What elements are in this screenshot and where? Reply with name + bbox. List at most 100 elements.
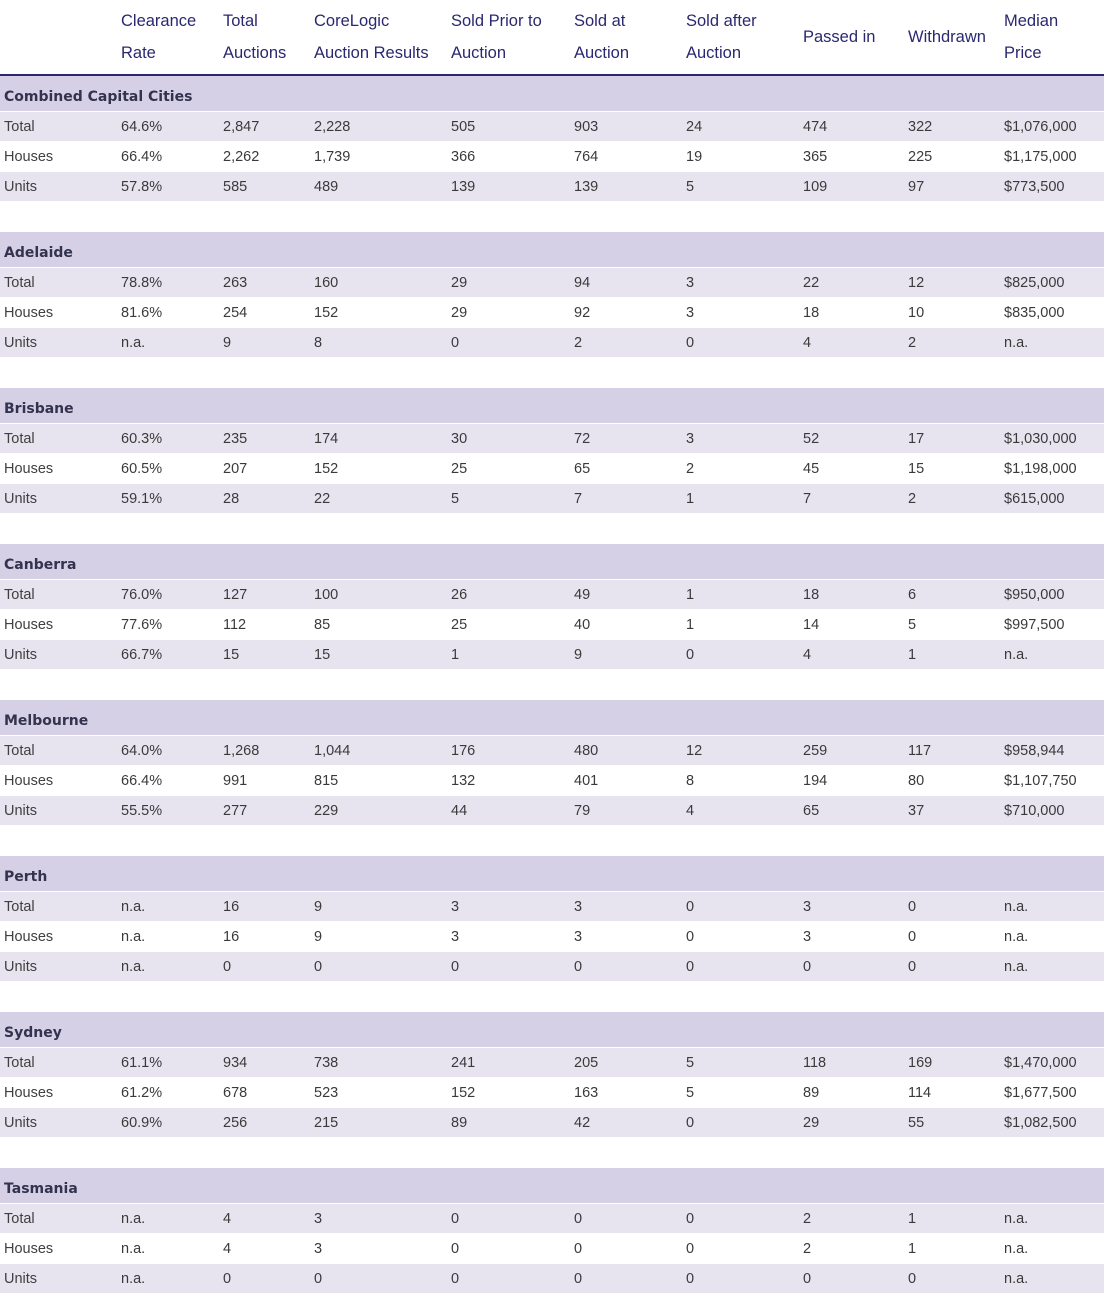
cell-row-label: Total [0,1047,117,1078]
cell-sold-prior-to-auction: 132 [447,765,570,796]
cell-clearance-rate: 60.5% [117,453,219,484]
cell-total-auctions: 2,262 [219,141,310,172]
header-text: Rate [121,44,156,62]
cell-withdrawn: 169 [904,1047,1000,1078]
table-row: Units n.a. 0 0 0 0 0 0 0 n.a. [0,951,1104,982]
cell-row-label: Houses [0,1233,117,1264]
cell-passed-in: 0 [799,1263,904,1294]
cell-sold-prior-to-auction: 26 [447,579,570,610]
cell-clearance-rate: n.a. [117,1203,219,1234]
cell-median-price: n.a. [1000,327,1104,358]
cell-row-label: Houses [0,609,117,640]
cell-row-label: Houses [0,141,117,172]
cell-median-price: $773,500 [1000,171,1104,202]
city-heading-row: Sydney [0,1012,1104,1048]
cell-sold-at-auction: 2 [570,327,682,358]
table-row: Units n.a. 0 0 0 0 0 0 0 n.a. [0,1263,1104,1294]
cell-corelogic-auction-results: 152 [310,453,447,484]
cell-passed-in: 4 [799,639,904,670]
cell-corelogic-auction-results: 489 [310,171,447,202]
cell-withdrawn: 225 [904,141,1000,172]
cell-row-label: Total [0,579,117,610]
cell-sold-prior-to-auction: 241 [447,1047,570,1078]
cell-total-auctions: 277 [219,795,310,826]
cell-corelogic-auction-results: 85 [310,609,447,640]
cell-total-auctions: 112 [219,609,310,640]
cell-passed-in: 18 [799,297,904,328]
cell-passed-in: 45 [799,453,904,484]
cell-sold-after-auction: 5 [682,171,799,202]
cell-passed-in: 2 [799,1203,904,1234]
city-name: Combined Capital Cities [0,75,1104,112]
cell-sold-after-auction: 5 [682,1077,799,1108]
city-name: Canberra [0,544,1104,580]
spacer-cell [0,357,1104,388]
cell-clearance-rate: n.a. [117,327,219,358]
header-sold-after-auction: Sold after Auction [682,0,799,76]
cell-sold-prior-to-auction: 89 [447,1107,570,1138]
city-name: Tasmania [0,1168,1104,1204]
cell-sold-after-auction: 5 [682,1047,799,1078]
cell-clearance-rate: 76.0% [117,579,219,610]
cell-median-price: $615,000 [1000,483,1104,514]
header-text: Auctions [223,44,287,62]
cell-withdrawn: 5 [904,609,1000,640]
table-row: Houses 66.4% 991 815 132 401 8 194 80 $1,107,750 [0,765,1104,796]
cell-sold-after-auction: 3 [682,297,799,328]
cell-row-label: Houses [0,453,117,484]
cell-sold-prior-to-auction: 25 [447,453,570,484]
header-text: Passed in [803,28,876,46]
cell-sold-at-auction: 0 [570,1203,682,1234]
cell-median-price: n.a. [1000,1203,1104,1234]
cell-corelogic-auction-results: 523 [310,1077,447,1108]
cell-clearance-rate: 64.6% [117,111,219,142]
header-text: Withdrawn [908,28,986,46]
table-row: Houses n.a. 4 3 0 0 0 2 1 n.a. [0,1233,1104,1264]
spacer-cell [0,1137,1104,1168]
cell-clearance-rate: 61.2% [117,1077,219,1108]
cell-passed-in: 3 [799,921,904,952]
cell-sold-prior-to-auction: 25 [447,609,570,640]
cell-clearance-rate: 78.8% [117,267,219,298]
header-withdrawn: Withdrawn [904,0,1000,76]
cell-sold-after-auction: 0 [682,1107,799,1138]
cell-row-label: Total [0,891,117,922]
cell-sold-at-auction: 139 [570,171,682,202]
header-text: Clearance [121,12,197,30]
cell-passed-in: 18 [799,579,904,610]
cell-row-label: Total [0,735,117,766]
table-row: Total 78.8% 263 160 29 94 3 22 12 $825,000 [0,267,1104,298]
table-row: Total n.a. 4 3 0 0 0 2 1 n.a. [0,1203,1104,1234]
cell-row-label: Units [0,171,117,202]
cell-sold-after-auction: 0 [682,891,799,922]
cell-passed-in: 2 [799,1233,904,1264]
cell-withdrawn: 12 [904,267,1000,298]
cell-sold-at-auction: 79 [570,795,682,826]
cell-clearance-rate: 61.1% [117,1047,219,1078]
header-text: CoreLogic [314,12,390,30]
cell-sold-at-auction: 92 [570,297,682,328]
cell-sold-after-auction: 8 [682,765,799,796]
cell-withdrawn: 2 [904,483,1000,514]
cell-withdrawn: 322 [904,111,1000,142]
cell-row-label: Units [0,951,117,982]
cell-sold-after-auction: 0 [682,951,799,982]
table-row: Units 57.8% 585 489 139 139 5 109 97 $773,500 [0,171,1104,202]
header-median-price: Median Price [1000,0,1104,76]
spacer-cell [0,669,1104,700]
cell-row-label: Houses [0,921,117,952]
cell-median-price: $1,030,000 [1000,423,1104,454]
cell-row-label: Total [0,423,117,454]
spacer-cell [0,201,1104,232]
table-row: Total n.a. 16 9 3 3 0 3 0 n.a. [0,891,1104,922]
header-sold-at-auction: Sold at Auction [570,0,682,76]
cell-sold-prior-to-auction: 29 [447,267,570,298]
cell-total-auctions: 263 [219,267,310,298]
cell-sold-after-auction: 1 [682,483,799,514]
cell-withdrawn: 1 [904,639,1000,670]
cell-row-label: Houses [0,1077,117,1108]
cell-sold-prior-to-auction: 0 [447,1203,570,1234]
cell-sold-after-auction: 2 [682,453,799,484]
cell-total-auctions: 15 [219,639,310,670]
